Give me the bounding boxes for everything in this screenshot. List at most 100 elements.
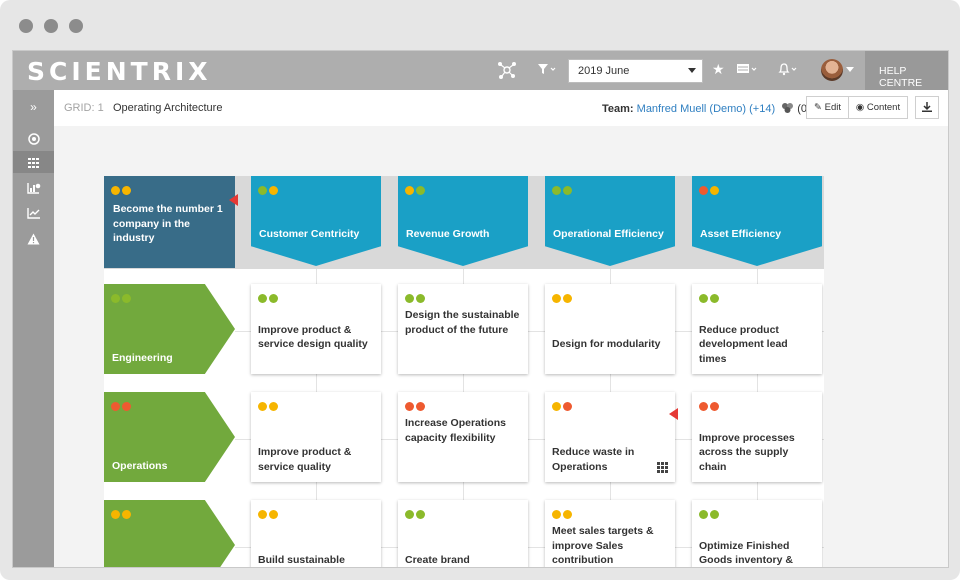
status-dot-yellow (122, 510, 131, 519)
share-icon[interactable] (781, 102, 794, 116)
status-dot-yellow (269, 510, 278, 519)
top-objective-card[interactable]: Become the number 1 company in the indus… (104, 176, 235, 268)
chart-gear-icon[interactable] (13, 176, 54, 198)
trend-icon[interactable] (13, 201, 54, 223)
strategy-board: Become the number 1 company in the indus… (104, 176, 824, 567)
objective-card[interactable]: Reduce waste in Operations (545, 392, 675, 482)
app-logo[interactable]: SCIENTRIX (27, 57, 212, 86)
flag-icon[interactable] (669, 408, 678, 420)
status-dot-green (269, 294, 278, 303)
objective-card[interactable]: Increase Operations capacity flexibility (398, 392, 528, 482)
team-link[interactable]: Manfred Muell (Demo) (+14) (636, 103, 776, 115)
column-header-2[interactable]: Revenue Growth (398, 176, 528, 266)
expand-icon[interactable]: » (30, 100, 37, 114)
grid-icon[interactable] (13, 151, 54, 173)
status-dot-red (405, 402, 414, 411)
status-dots (405, 182, 427, 195)
objective-card-label: Improve product & service quality (258, 446, 352, 473)
top-bar: SCIENTRIX 2019 June ★ HELP CENTRE (13, 51, 948, 90)
grid-line-horizontal (235, 331, 824, 332)
status-dot-yellow (111, 186, 120, 195)
edit-button[interactable]: ✎ Edit (806, 96, 849, 119)
column-header-1[interactable]: Customer Centricity (251, 176, 381, 266)
grid-canvas: Become the number 1 company in the indus… (54, 126, 948, 567)
status-dot-green (258, 294, 267, 303)
status-dot-green (416, 186, 425, 195)
status-dots (258, 398, 280, 411)
eye-icon: ◉ (855, 102, 865, 113)
row-header-label: Engineering (112, 352, 173, 364)
flag-icon[interactable] (229, 194, 238, 206)
row-header-3[interactable]: Sales & (104, 500, 235, 567)
status-dot-yellow (552, 294, 561, 303)
period-select[interactable]: 2019 June (568, 59, 703, 83)
column-header-label: Revenue Growth (406, 228, 490, 240)
window-minimize-dot[interactable] (44, 19, 58, 33)
status-dot-red (699, 186, 708, 195)
chevron-down-icon[interactable] (846, 67, 854, 72)
objective-card[interactable]: Reduce product development lead times (692, 284, 822, 374)
grid-line-horizontal (235, 439, 824, 440)
status-dot-yellow (258, 402, 267, 411)
status-dots (552, 182, 574, 195)
status-dot-red (111, 402, 120, 411)
status-dot-yellow (111, 510, 120, 519)
status-dot-yellow (258, 510, 267, 519)
warning-icon[interactable] (13, 227, 54, 249)
status-dots (111, 290, 133, 303)
status-dot-green (710, 294, 719, 303)
pencil-icon: ✎ (814, 102, 822, 113)
objective-card[interactable]: Design the sustainable product of the fu… (398, 284, 528, 374)
objective-card[interactable]: Improve processes across the supply chai… (692, 392, 822, 482)
help-centre-button[interactable]: HELP CENTRE (865, 51, 948, 90)
bell-icon[interactable] (777, 62, 799, 79)
edit-label: Edit (824, 102, 841, 113)
status-dot-red (710, 402, 719, 411)
objective-card[interactable]: Improve product & service design quality (251, 284, 381, 374)
status-dot-yellow (563, 294, 572, 303)
status-dots (405, 398, 427, 411)
row-header-2[interactable]: Operations (104, 392, 235, 482)
objective-card[interactable]: Design for modularity (545, 284, 675, 374)
status-dot-green (122, 294, 131, 303)
window-maximize-dot[interactable] (69, 19, 83, 33)
status-dot-green (111, 294, 120, 303)
objective-card-label: Reduce waste in Operations (552, 446, 635, 473)
status-dot-red (416, 402, 425, 411)
display-icon[interactable] (736, 62, 758, 79)
content-button[interactable]: ◉ Content (848, 96, 908, 119)
status-dot-green (405, 510, 414, 519)
star-icon[interactable]: ★ (712, 61, 725, 77)
objective-card-label: Build sustainable relationships with (258, 554, 345, 566)
target-icon[interactable] (13, 127, 54, 149)
objective-card-label: Design for modularity (552, 338, 661, 350)
status-dots (111, 398, 133, 411)
column-header-4[interactable]: Asset Efficiency (692, 176, 822, 266)
objective-card[interactable]: Improve product & service quality (251, 392, 381, 482)
objective-card-label: Increase Operations capacity flexibility (405, 417, 506, 444)
status-dot-green (552, 186, 561, 195)
objective-card[interactable]: Optimize Finished Goods inventory & (692, 500, 822, 567)
window-close-dot[interactable] (19, 19, 33, 33)
grid-view-icon[interactable] (657, 462, 669, 473)
top-objective-label: Become the number 1 company in the indus… (113, 203, 223, 244)
row-header-1[interactable]: Engineering (104, 284, 235, 374)
objective-card[interactable]: Meet sales targets & improve Sales contr… (545, 500, 675, 567)
status-dots (552, 506, 574, 519)
network-icon[interactable] (497, 60, 517, 83)
row-header-label: Operations (112, 460, 168, 472)
download-button[interactable] (915, 96, 939, 119)
column-header-3[interactable]: Operational Efficiency (545, 176, 675, 266)
objective-card[interactable]: Build sustainable relationships with (251, 500, 381, 567)
status-dot-yellow (269, 402, 278, 411)
status-dots (111, 182, 133, 195)
status-dot-green (699, 294, 708, 303)
period-value: 2019 June (578, 65, 630, 77)
grid-label: GRID: 1 (64, 102, 104, 114)
column-header-label: Asset Efficiency (700, 228, 782, 240)
status-dot-yellow (405, 186, 414, 195)
objective-card[interactable]: Create brand awareness & (398, 500, 528, 567)
status-dot-yellow (552, 510, 561, 519)
filter-icon[interactable] (537, 62, 557, 79)
user-avatar[interactable] (821, 59, 843, 81)
